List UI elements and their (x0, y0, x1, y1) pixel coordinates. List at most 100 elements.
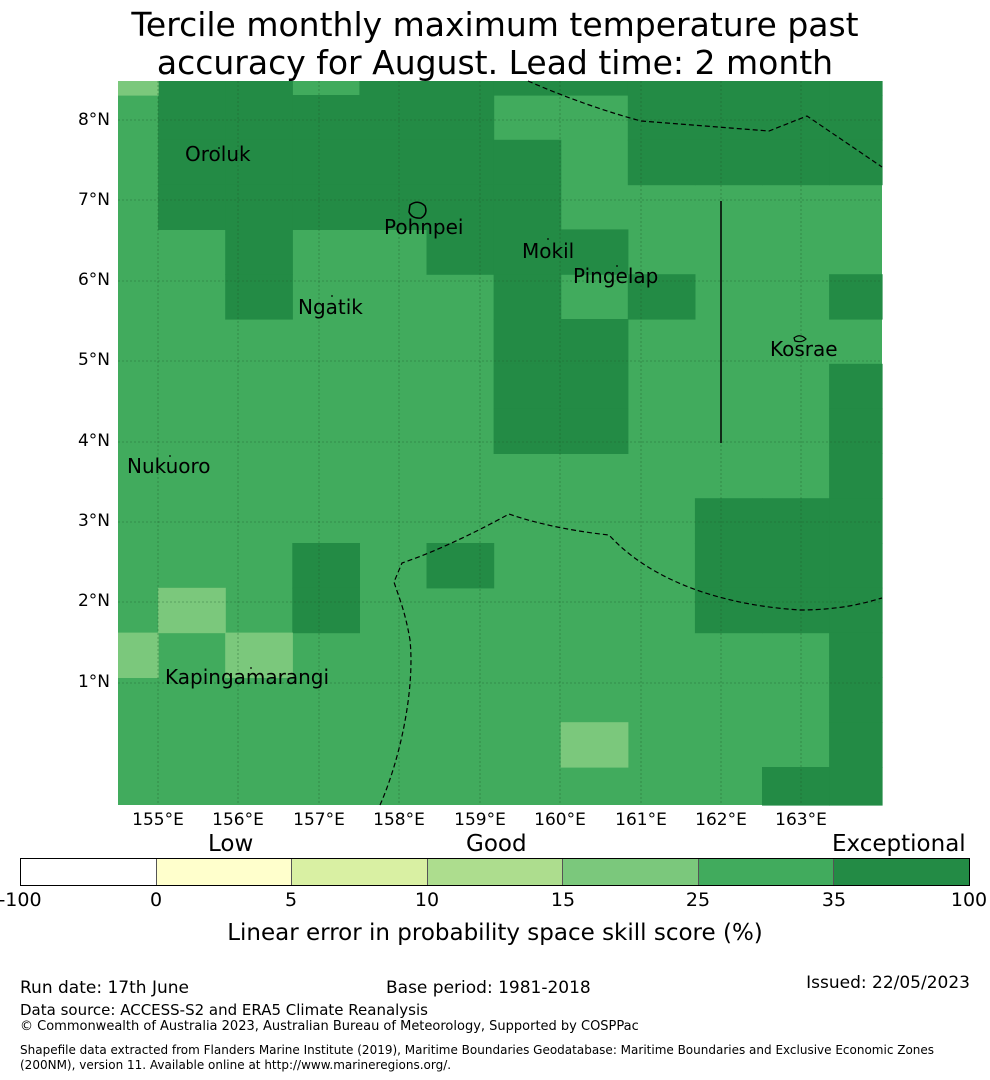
lon-tick-label: 156°E (212, 810, 264, 830)
run-date: Run date: 17th June (20, 978, 189, 998)
skill-cell (158, 95, 226, 141)
skill-cell (158, 81, 226, 96)
skill-cell (359, 81, 428, 96)
skill-cell (118, 632, 159, 678)
atoll-marker (169, 455, 171, 457)
skill-cell (158, 139, 226, 186)
skill-cell (627, 95, 696, 141)
skill-cell (292, 587, 360, 634)
skill-cell (829, 81, 883, 96)
skill-cell (493, 319, 562, 365)
lat-tick-label: 1°N (77, 672, 110, 692)
skill-cell (493, 139, 562, 186)
skill-cell (829, 139, 883, 186)
skill-cell (225, 95, 293, 141)
skill-cell (627, 274, 696, 320)
atoll-marker (250, 667, 252, 669)
eez-boundary-north (527, 80, 883, 168)
skill-cell (560, 363, 629, 410)
skill-cell (762, 95, 830, 141)
skill-cell (292, 543, 360, 589)
skill-cell (118, 81, 159, 96)
skill-cell (694, 543, 763, 589)
atoll-marker (331, 295, 333, 297)
place-label: Nukuoro (127, 454, 211, 478)
copyright: © Commonwealth of Australia 2023, Austra… (20, 1019, 639, 1034)
skill-cell (292, 184, 360, 230)
skill-cell (829, 722, 883, 768)
skill-cell (560, 319, 629, 365)
place-label: Oroluk (185, 142, 251, 166)
skill-cell (560, 229, 629, 275)
skill-cell (292, 139, 360, 186)
chart-title: Tercile monthly maximum temperature past… (0, 6, 990, 82)
colorbar-tick-label: 10 (414, 889, 440, 911)
place-label: Pohnpei (384, 215, 464, 239)
colorbar-segment (698, 859, 835, 885)
skill-cell (158, 587, 226, 634)
lon-tick-label: 155°E (132, 810, 184, 830)
skill-cell (426, 95, 495, 141)
base-period: Base period: 1981-2018 (386, 978, 591, 998)
skill-cell (627, 81, 696, 96)
skill-cell (225, 139, 293, 186)
skill-cell (627, 139, 696, 186)
colorbar-title: Linear error in probability space skill … (227, 920, 763, 946)
skill-cell (292, 95, 360, 141)
skill-cell (225, 274, 293, 320)
skill-cell (493, 363, 562, 410)
skill-cell (762, 543, 830, 589)
skill-cell (225, 632, 293, 678)
skill-cell (426, 81, 495, 96)
lat-tick-label: 7°N (77, 190, 110, 210)
skill-cell (829, 677, 883, 723)
colorbar-tick-label: 15 (550, 889, 576, 911)
lat-tick-label: 2°N (77, 591, 110, 611)
lon-tick-label: 158°E (373, 810, 425, 830)
skill-cell (359, 139, 428, 186)
skill-cell (762, 767, 830, 806)
lon-tick-label: 159°E (454, 810, 506, 830)
colorbar-tick-label: 100 (950, 889, 988, 911)
skill-cell (694, 81, 763, 96)
skill-cell (158, 184, 226, 230)
skill-cell (359, 184, 428, 230)
lon-tick-label: 162°E (695, 810, 747, 830)
colorbar (20, 858, 970, 886)
skill-cell (694, 587, 763, 634)
skill-cell (829, 408, 883, 454)
lon-tick-label: 161°E (615, 810, 667, 830)
place-label: Pingelap (573, 264, 659, 288)
skill-cell (762, 498, 830, 544)
skill-cell (829, 632, 883, 678)
skill-cell (426, 543, 495, 589)
skill-cell (493, 81, 562, 96)
skill-map (118, 80, 883, 806)
skill-cell (359, 95, 428, 141)
skill-cell (560, 722, 629, 768)
place-label: Kosrae (770, 337, 838, 361)
skill-cell (829, 767, 883, 806)
issued-date: Issued: 22/05/2023 (806, 973, 970, 993)
lat-tick-label: 4°N (77, 431, 110, 451)
data-source: Data source: ACCESS-S2 and ERA5 Climate … (20, 1001, 428, 1019)
pohnpei-island-outline (408, 201, 427, 219)
skill-cell (829, 453, 883, 499)
colorbar-segment (292, 859, 428, 885)
skill-cell (762, 587, 830, 634)
lon-tick-label: 157°E (293, 810, 345, 830)
skill-cell (829, 498, 883, 544)
skill-cell (762, 139, 830, 186)
skill-cell (493, 184, 562, 230)
skill-cell (560, 81, 629, 96)
colorbar-tick-label: 5 (284, 889, 298, 911)
place-label: Mokil (522, 239, 575, 263)
skill-cell (225, 229, 293, 275)
place-label: Ngatik (298, 295, 363, 319)
skill-cell (762, 81, 830, 96)
legend-category-good: Good (466, 831, 527, 857)
skill-cell (493, 408, 562, 454)
colorbar-segment (21, 859, 157, 885)
skill-cell (426, 229, 495, 275)
eez-boundary-south (379, 513, 883, 806)
